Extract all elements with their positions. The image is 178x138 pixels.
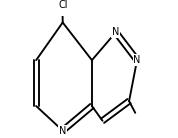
Text: Cl: Cl — [58, 0, 68, 10]
Text: N: N — [59, 126, 66, 136]
Text: N: N — [133, 55, 141, 65]
Text: N: N — [112, 27, 119, 37]
